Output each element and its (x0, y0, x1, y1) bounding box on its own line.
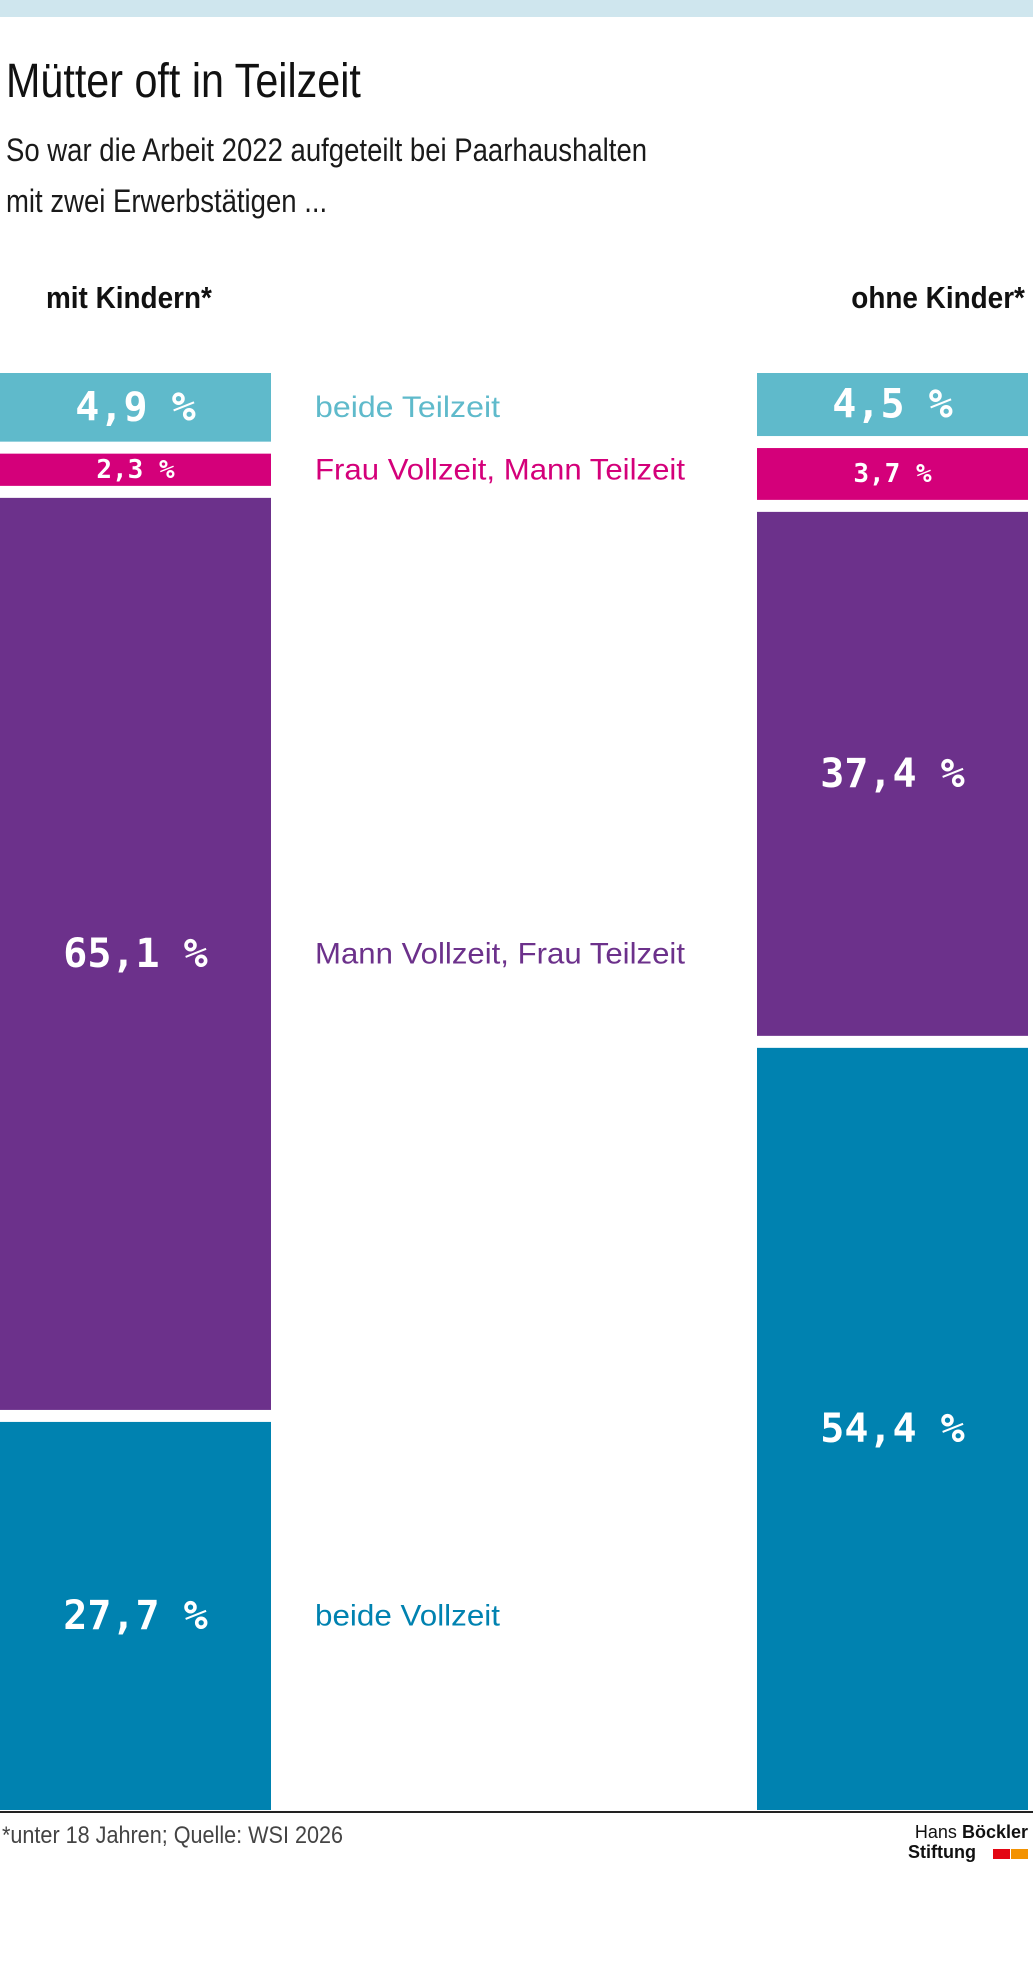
data-label-frau-vollzeit-mann-teilzeit-mit-kindern: 2,3 % (96, 455, 175, 485)
bar-segment-frau-vollzeit-mann-teilzeit-ohne-kinder (757, 448, 1028, 500)
logo-stiftung-text: Stiftung (908, 1842, 976, 1862)
logo-boeckler-text: Böckler (961, 1822, 1028, 1842)
category-label-mit-kindern: mit Kindern* (46, 280, 212, 315)
logo-line-1: Hans Böckler (915, 1822, 1028, 1843)
subtitle-line-2: mit zwei Erwerbstätigen ... (6, 183, 328, 219)
bar-segment-frau-vollzeit-mann-teilzeit-mit-kindern (0, 453, 271, 486)
legend-label-mann-vollzeit-frau-teilzeit: Mann Vollzeit, Frau Teilzeit (315, 937, 686, 970)
data-label-mann-vollzeit-frau-teilzeit-ohne-kinder: 37,4 % (820, 751, 965, 797)
bar-segment-beide-vollzeit-mit-kindern (0, 1421, 271, 1810)
logo-red-square-icon (993, 1849, 1010, 1859)
category-label-ohne-kinder: ohne Kinder* (851, 280, 1025, 315)
data-label-frau-vollzeit-mann-teilzeit-ohne-kinder: 3,7 % (853, 459, 932, 489)
bar-segment-beide-teilzeit-mit-kindern (0, 373, 271, 442)
data-label-beide-vollzeit-ohne-kinder: 54,4 % (820, 1406, 965, 1452)
hans-boeckler-stiftung-logo: Hans Böckler Stiftung (898, 1822, 1028, 1866)
data-label-mann-vollzeit-frau-teilzeit-mit-kindern: 65,1 % (63, 931, 208, 977)
data-label-beide-vollzeit-mit-kindern: 27,7 % (63, 1593, 208, 1639)
source-footnote: *unter 18 Jahren; Quelle: WSI 2026 (2, 1822, 344, 1849)
bar-segment-beide-vollzeit-ohne-kinder (757, 1047, 1028, 1810)
legend-label-beide-vollzeit: beide Vollzeit (315, 1599, 501, 1632)
chart-baseline (0, 1811, 1033, 1813)
subtitle-line-1: So war die Arbeit 2022 aufgeteilt bei Pa… (6, 132, 648, 168)
bar-segment-mann-vollzeit-frau-teilzeit-mit-kindern (0, 497, 271, 1410)
legend-label-beide-teilzeit: beide Teilzeit (315, 391, 501, 424)
bar-segment-mann-vollzeit-frau-teilzeit-ohne-kinder (757, 511, 1028, 1036)
logo-orange-square-icon (1011, 1849, 1028, 1859)
chart-title: Mütter oft in Teilzeit (6, 55, 361, 108)
top-accent-bar (0, 0, 1033, 17)
legend-label-frau-vollzeit-mann-teilzeit: Frau Vollzeit, Mann Teilzeit (315, 453, 686, 486)
bar-segment-beide-teilzeit-ohne-kinder (757, 373, 1028, 437)
logo-hans-text: Hans (914, 1822, 957, 1842)
data-label-beide-teilzeit-mit-kindern: 4,9 % (75, 384, 195, 430)
chart-subtitle: So war die Arbeit 2022 aufgeteilt bei Pa… (6, 125, 647, 227)
data-label-beide-teilzeit-ohne-kinder: 4,5 % (832, 382, 952, 428)
